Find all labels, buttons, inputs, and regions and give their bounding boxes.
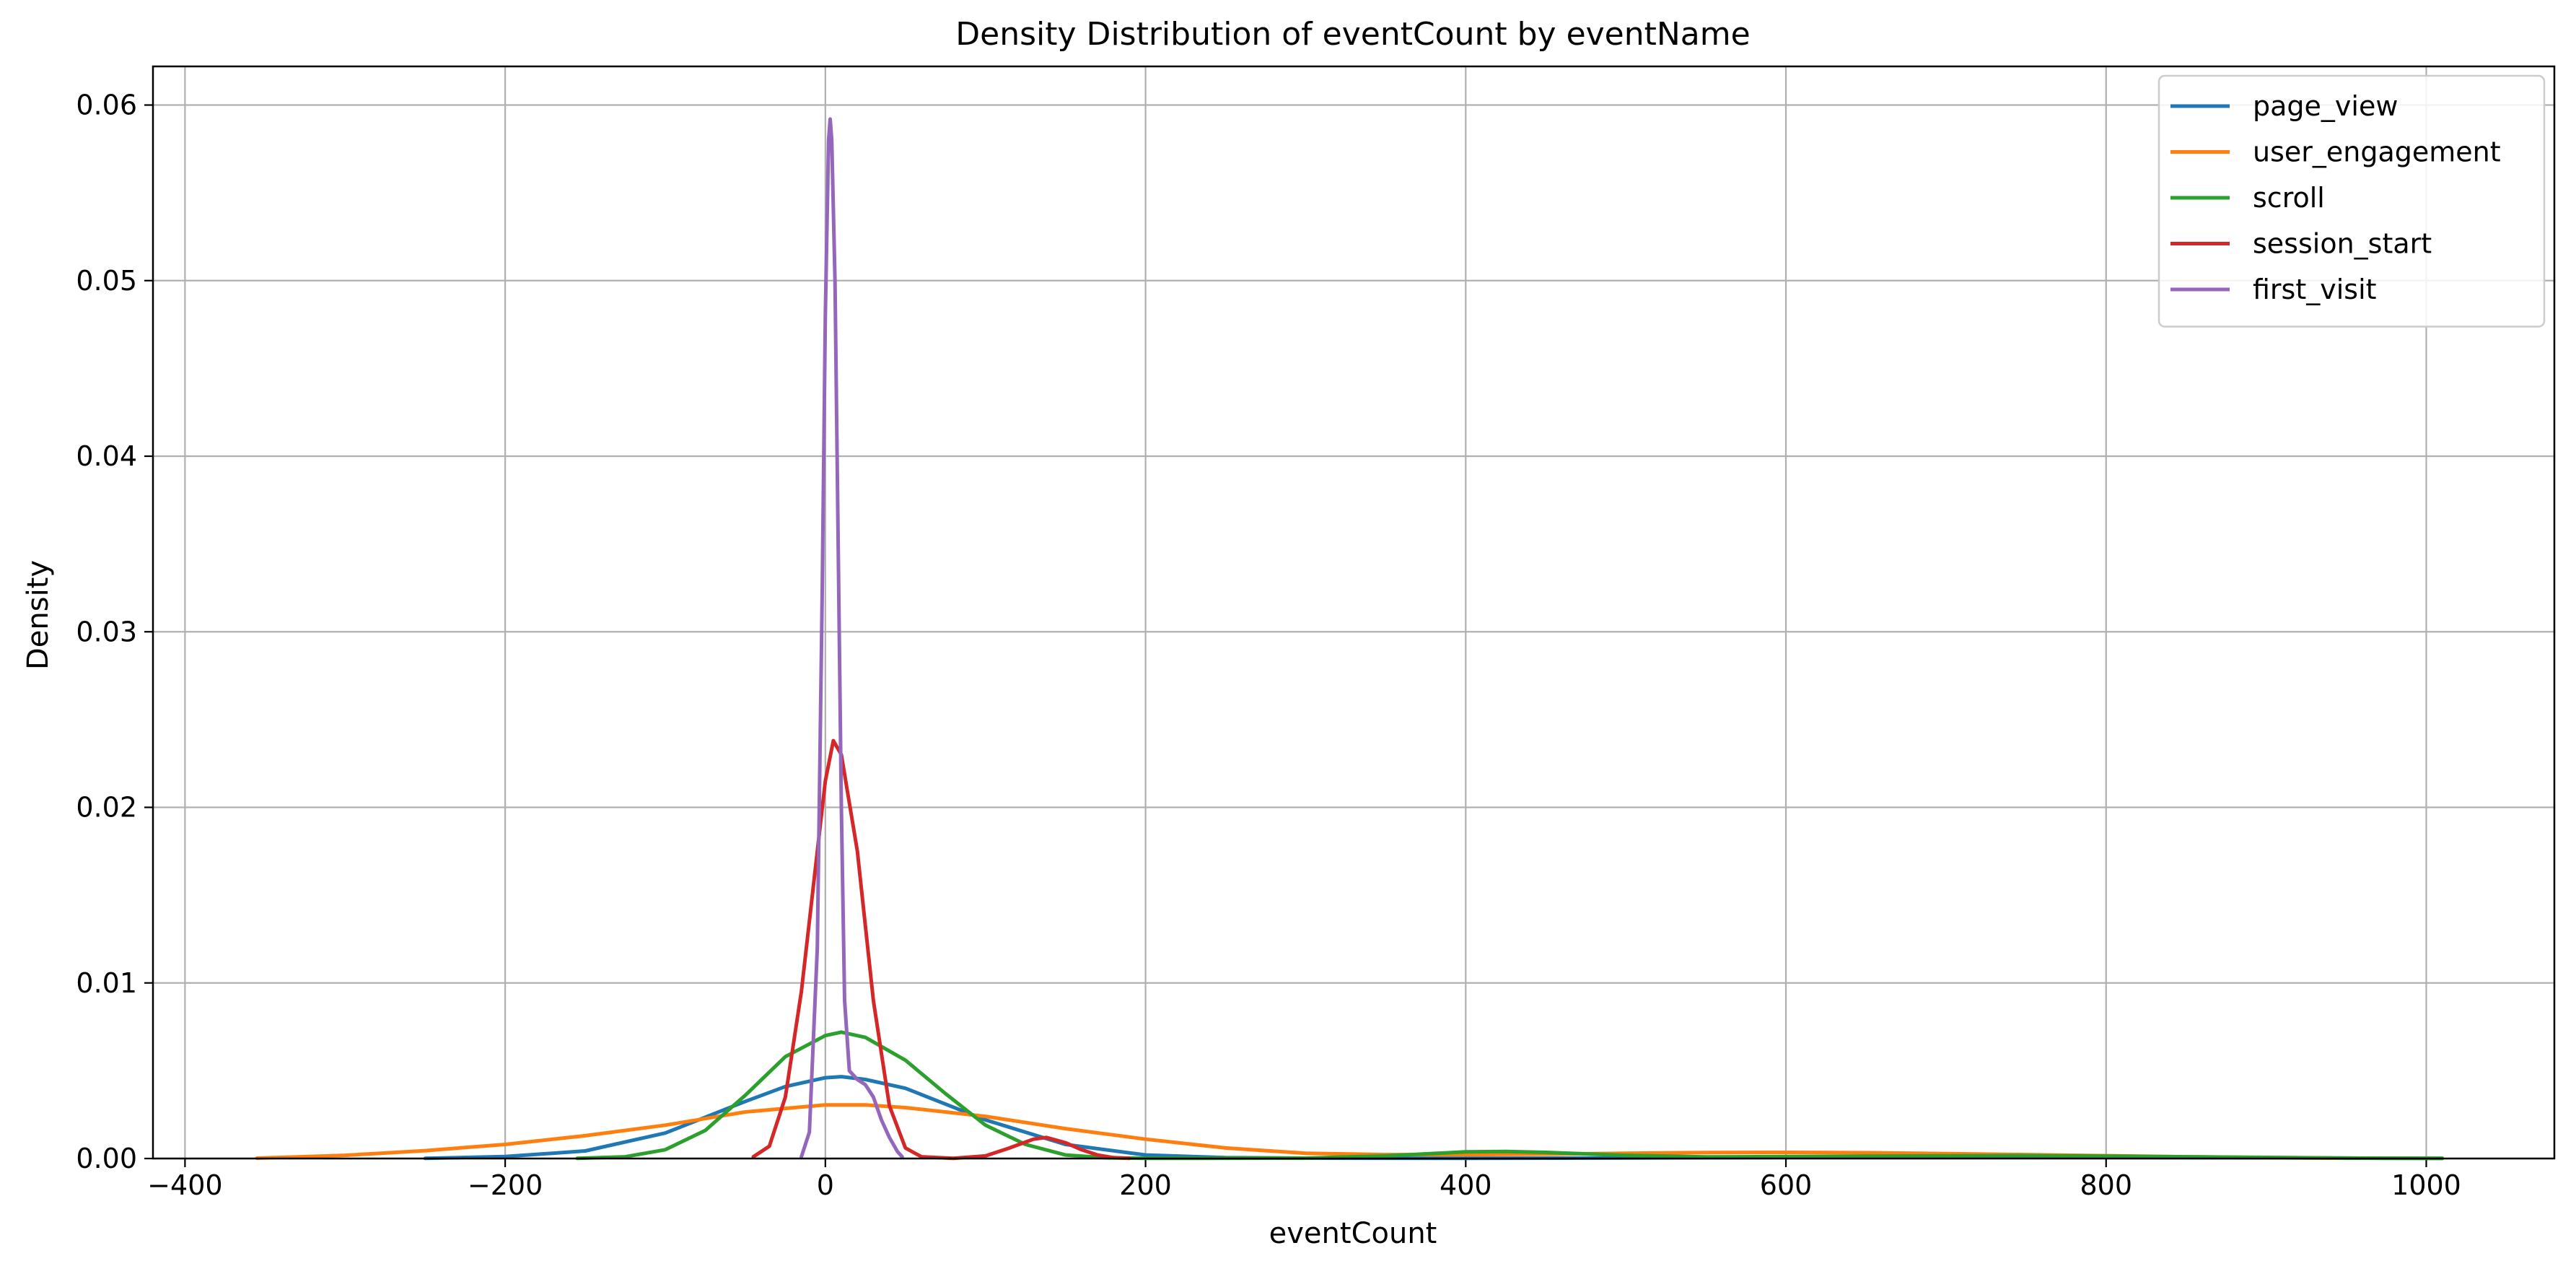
y-axis-ticks: 0.00 0.01 0.02 0.03 0.04 0.05 0.06 [76, 90, 153, 1174]
x-axis-ticks: −400 −200 0 200 400 600 800 1000 [147, 1159, 2461, 1201]
y-tick-label: 0.04 [76, 440, 137, 472]
series-line-first-visit [799, 117, 904, 1159]
x-axis-label: eventCount [1269, 1217, 1437, 1250]
y-tick-label: 0.03 [76, 616, 137, 647]
axes-frame [152, 65, 2556, 1160]
x-tick-label: 0 [817, 1169, 834, 1201]
x-tick-label: 600 [1760, 1169, 1813, 1201]
x-tick-label: 1000 [2391, 1169, 2461, 1201]
y-tick-label: 0.01 [76, 967, 137, 999]
x-tick-label: −400 [147, 1169, 222, 1201]
x-tick-label: −200 [468, 1169, 543, 1201]
legend-label: session_start [2253, 228, 2432, 260]
x-tick-label: 800 [2080, 1169, 2133, 1201]
chart-title: Density Distribution of eventCount by ev… [955, 16, 1750, 53]
legend-label: page_view [2253, 90, 2398, 122]
y-tick-label: 0.05 [76, 265, 137, 297]
x-tick-label: 200 [1119, 1169, 1172, 1201]
y-axis-label: Density [22, 560, 55, 670]
legend-box [2157, 74, 2546, 328]
legend-label: user_engagement [2253, 136, 2501, 168]
series-line-session-start [751, 738, 1131, 1161]
y-tick-label: 0.00 [76, 1143, 137, 1174]
plot-area [255, 117, 2445, 1161]
x-tick-label: 400 [1440, 1169, 1492, 1201]
legend-label: first_visit [2253, 274, 2377, 305]
y-tick-label: 0.02 [76, 792, 137, 824]
y-tick-label: 0.06 [76, 90, 137, 121]
legend-label: scroll [2253, 182, 2325, 214]
